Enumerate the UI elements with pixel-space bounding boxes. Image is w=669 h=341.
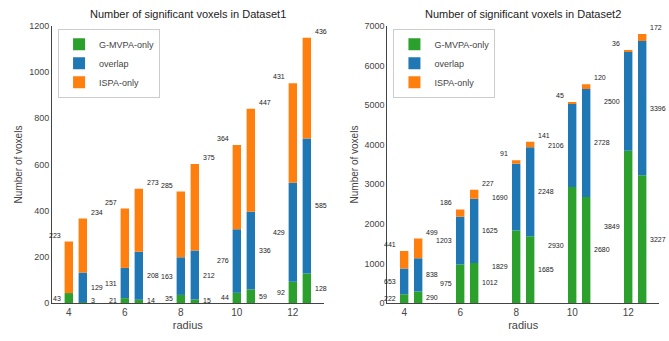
svg-text:14: 14 bbox=[147, 297, 155, 304]
svg-text:257: 257 bbox=[105, 199, 117, 206]
svg-text:2728: 2728 bbox=[594, 139, 610, 146]
svg-text:441: 441 bbox=[384, 241, 396, 248]
svg-text:499: 499 bbox=[426, 229, 438, 236]
svg-text:2930: 2930 bbox=[548, 242, 564, 249]
svg-text:600: 600 bbox=[34, 160, 49, 170]
svg-text:227: 227 bbox=[482, 180, 494, 187]
svg-text:92: 92 bbox=[277, 289, 285, 296]
svg-text:7000: 7000 bbox=[365, 21, 385, 31]
svg-text:2248: 2248 bbox=[538, 188, 554, 195]
svg-text:129: 129 bbox=[91, 284, 103, 291]
svg-text:128: 128 bbox=[315, 285, 327, 292]
svg-text:141: 141 bbox=[538, 132, 550, 139]
svg-text:1829: 1829 bbox=[492, 263, 508, 270]
svg-text:375: 375 bbox=[203, 154, 215, 161]
svg-text:21: 21 bbox=[109, 297, 117, 304]
svg-text:186: 186 bbox=[440, 199, 452, 206]
svg-text:653: 653 bbox=[384, 278, 396, 285]
svg-text:overlap: overlap bbox=[99, 59, 129, 69]
svg-text:2000: 2000 bbox=[365, 219, 385, 229]
svg-text:59: 59 bbox=[259, 293, 267, 300]
svg-text:10: 10 bbox=[231, 307, 243, 318]
svg-text:15: 15 bbox=[203, 297, 211, 304]
svg-text:336: 336 bbox=[259, 247, 271, 254]
svg-text:273: 273 bbox=[147, 179, 159, 186]
svg-text:ISPA-only: ISPA-only bbox=[99, 78, 139, 88]
svg-text:1203: 1203 bbox=[436, 237, 452, 244]
svg-text:Number of voxels: Number of voxels bbox=[349, 126, 360, 204]
svg-text:4: 4 bbox=[66, 307, 72, 318]
svg-text:120: 120 bbox=[594, 74, 606, 81]
svg-text:436: 436 bbox=[315, 28, 327, 35]
svg-text:429: 429 bbox=[273, 229, 285, 236]
svg-text:radius: radius bbox=[508, 319, 538, 331]
svg-text:1012: 1012 bbox=[482, 279, 498, 286]
svg-text:1000: 1000 bbox=[365, 259, 385, 269]
svg-text:172: 172 bbox=[650, 24, 662, 31]
svg-text:Number of significant voxels i: Number of significant voxels in Dataset1 bbox=[90, 8, 286, 20]
svg-text:3227: 3227 bbox=[650, 236, 666, 243]
svg-text:1000: 1000 bbox=[29, 67, 49, 77]
svg-text:G-MVPA-only: G-MVPA-only bbox=[434, 40, 489, 50]
svg-text:400: 400 bbox=[34, 206, 49, 216]
svg-text:6: 6 bbox=[122, 307, 128, 318]
svg-text:2680: 2680 bbox=[594, 246, 610, 253]
svg-text:8: 8 bbox=[178, 307, 184, 318]
svg-text:447: 447 bbox=[259, 99, 271, 106]
svg-text:212: 212 bbox=[203, 272, 215, 279]
svg-text:208: 208 bbox=[147, 272, 159, 279]
svg-text:223: 223 bbox=[49, 232, 61, 239]
svg-text:285: 285 bbox=[161, 182, 173, 189]
svg-text:91: 91 bbox=[500, 150, 508, 157]
svg-text:radius: radius bbox=[173, 319, 203, 331]
svg-text:222: 222 bbox=[384, 295, 396, 302]
svg-text:12: 12 bbox=[287, 307, 299, 318]
svg-text:276: 276 bbox=[217, 257, 229, 264]
svg-text:1200: 1200 bbox=[29, 21, 49, 31]
svg-text:ISPA-only: ISPA-only bbox=[434, 78, 474, 88]
svg-text:35: 35 bbox=[165, 295, 173, 302]
svg-text:12: 12 bbox=[623, 307, 635, 318]
svg-text:36: 36 bbox=[612, 40, 620, 47]
svg-text:overlap: overlap bbox=[434, 59, 464, 69]
svg-text:3849: 3849 bbox=[604, 223, 620, 230]
svg-text:0: 0 bbox=[44, 298, 49, 308]
svg-text:45: 45 bbox=[556, 92, 564, 99]
svg-text:Number of voxels: Number of voxels bbox=[13, 126, 24, 204]
svg-text:234: 234 bbox=[91, 209, 103, 216]
svg-text:838: 838 bbox=[426, 271, 438, 278]
svg-text:2106: 2106 bbox=[548, 142, 564, 149]
svg-text:43: 43 bbox=[53, 295, 61, 302]
svg-text:Number of significant voxels i: Number of significant voxels in Dataset2 bbox=[425, 8, 621, 20]
svg-text:585: 585 bbox=[315, 202, 327, 209]
svg-text:975: 975 bbox=[440, 280, 452, 287]
svg-text:3396: 3396 bbox=[650, 105, 666, 112]
svg-text:163: 163 bbox=[161, 273, 173, 280]
svg-text:G-MVPA-only: G-MVPA-only bbox=[99, 40, 154, 50]
svg-text:800: 800 bbox=[34, 113, 49, 123]
svg-text:8: 8 bbox=[513, 307, 519, 318]
svg-text:3000: 3000 bbox=[365, 179, 385, 189]
svg-text:290: 290 bbox=[426, 294, 438, 301]
svg-text:44: 44 bbox=[221, 294, 229, 301]
svg-text:5000: 5000 bbox=[365, 100, 385, 110]
svg-text:3: 3 bbox=[91, 297, 95, 304]
svg-text:200: 200 bbox=[34, 252, 49, 262]
svg-text:431: 431 bbox=[273, 73, 285, 80]
svg-text:10: 10 bbox=[567, 307, 579, 318]
svg-text:6000: 6000 bbox=[365, 61, 385, 71]
svg-text:1685: 1685 bbox=[538, 266, 554, 273]
svg-text:1625: 1625 bbox=[482, 227, 498, 234]
svg-text:4: 4 bbox=[401, 307, 407, 318]
svg-text:1690: 1690 bbox=[492, 194, 508, 201]
svg-text:6: 6 bbox=[457, 307, 463, 318]
svg-text:4000: 4000 bbox=[365, 140, 385, 150]
svg-text:2500: 2500 bbox=[604, 98, 620, 105]
svg-text:364: 364 bbox=[217, 135, 229, 142]
svg-text:0: 0 bbox=[380, 298, 385, 308]
svg-text:131: 131 bbox=[105, 280, 117, 287]
